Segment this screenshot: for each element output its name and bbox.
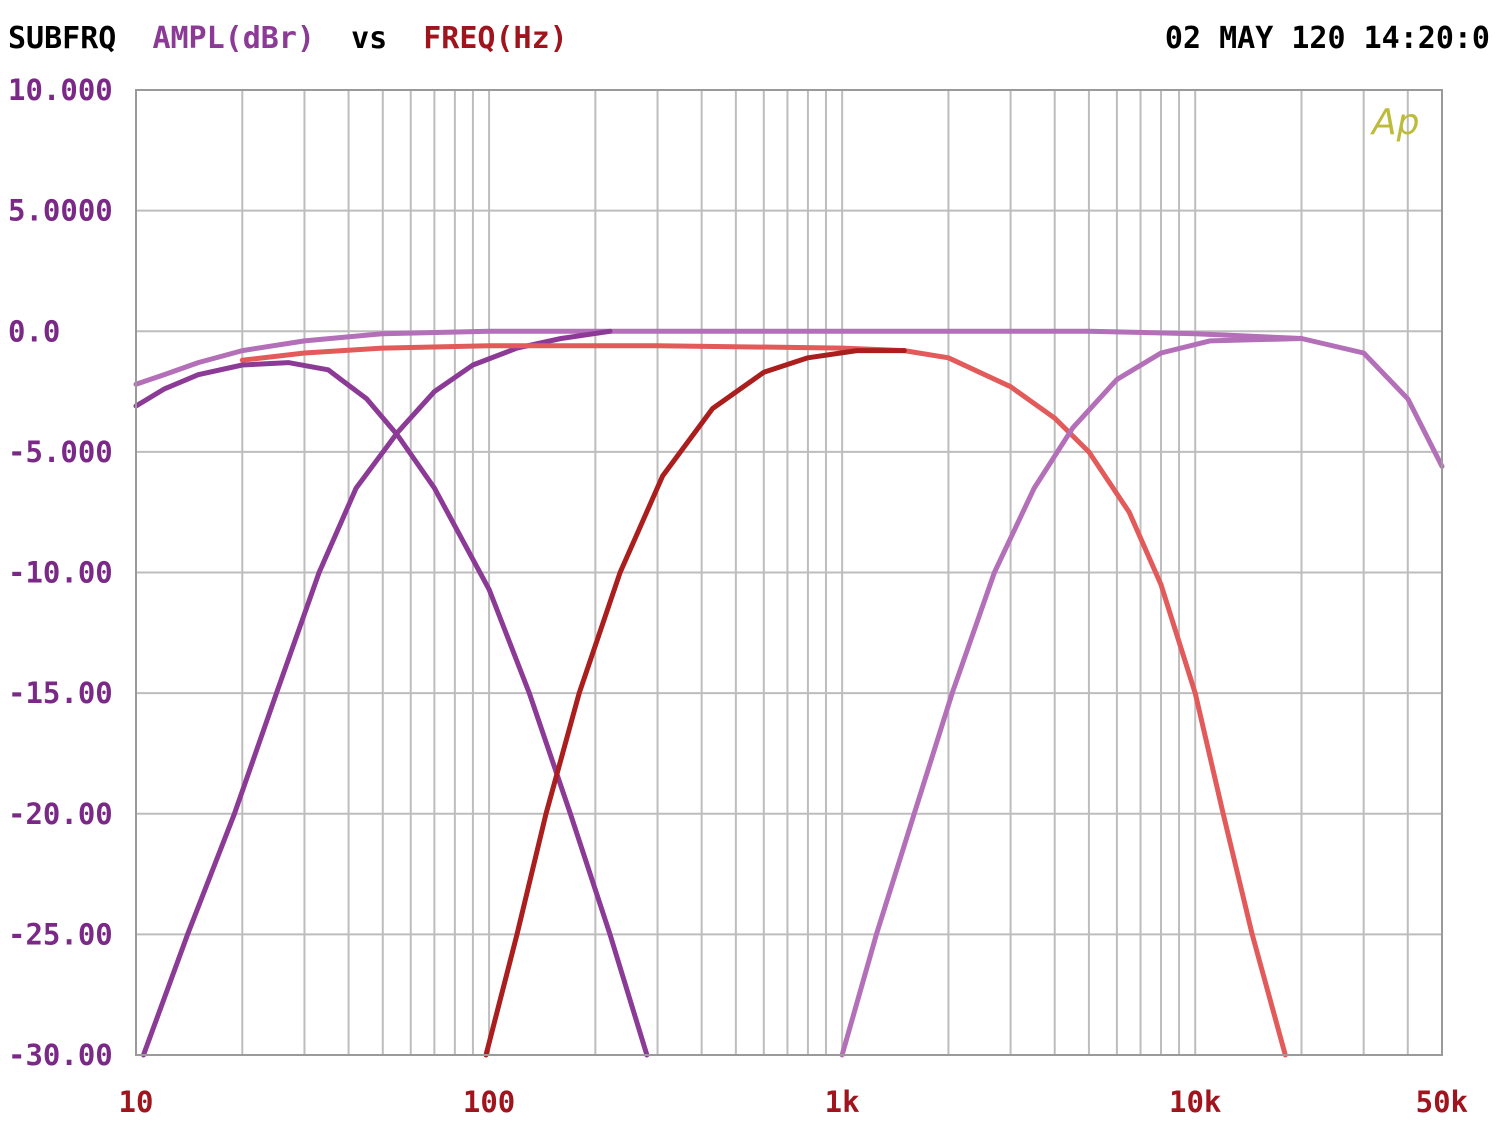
header-timestamp: 02 MAY 120 14:20:0: [1165, 21, 1490, 56]
series-line: [133, 328, 1445, 469]
x-tick-label: 100: [463, 1085, 515, 1119]
x-tick-label: 1k: [825, 1085, 860, 1119]
y-tick-label: -15.00: [8, 676, 113, 710]
y-tick-label: -10.00: [8, 556, 113, 590]
header-xlabel: FREQ(Hz): [423, 21, 568, 56]
y-tick-label: -30.00: [8, 1038, 113, 1072]
y-tick-label: 0.0: [8, 314, 60, 348]
chart-header: SUBFRQ AMPL(dBr) vs FREQ(Hz): [8, 21, 568, 56]
header-ylabel: AMPL(dBr): [152, 21, 315, 56]
y-tick-label: -5.000: [8, 435, 113, 469]
series-line: [839, 336, 1304, 1058]
y-tick-label: -20.00: [8, 797, 113, 831]
series-line: [133, 360, 650, 1058]
y-tick-label: -25.00: [8, 917, 113, 951]
header-vs: vs: [351, 21, 387, 56]
x-tick-label: 50k: [1416, 1085, 1468, 1119]
header-prefix: SUBFRQ: [8, 21, 116, 56]
x-tick-label: 10: [119, 1085, 154, 1119]
series-group: [133, 328, 1445, 1058]
y-tick-label: 10.000: [8, 73, 113, 107]
ap-logo: Ap: [1370, 102, 1419, 143]
y-tick-label: 5.0000: [8, 194, 113, 228]
series-line: [483, 348, 907, 1058]
tick-labels: 10.000 5.0000 0.0 -5.000 -10.00 -15.00 -20.00 -…: [8, 73, 1468, 1119]
series-line: [239, 343, 1288, 1058]
x-tick-label: 10k: [1169, 1085, 1221, 1119]
plot-border: [135, 89, 1443, 1056]
